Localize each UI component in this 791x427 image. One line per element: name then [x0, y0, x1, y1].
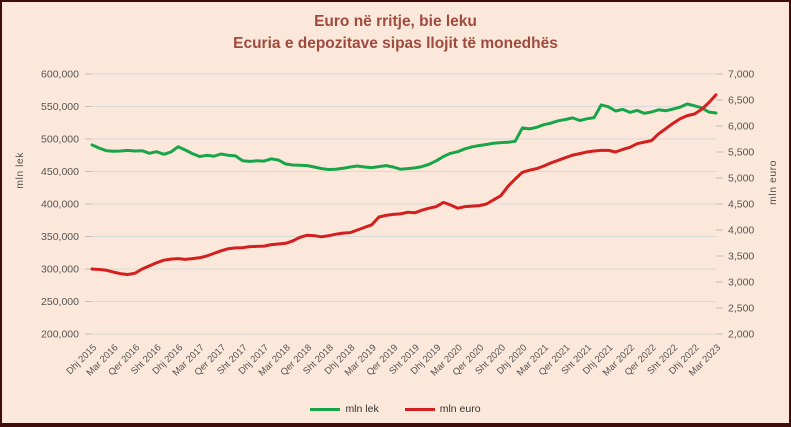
right-axis-tick-label: 4,000 — [728, 225, 754, 237]
left-axis-tick-label: 350,000 — [41, 231, 79, 243]
left-axis-tick-label: 450,000 — [41, 166, 79, 178]
right-axis-tick-label: 5,000 — [728, 173, 754, 185]
chart-title-block: Euro në rritje, bie leku Ecuria e depozi… — [2, 11, 789, 55]
right-axis-tick-label: 2,000 — [728, 329, 754, 341]
series-line-mln-euro — [90, 93, 718, 276]
euro-line-swatch-icon — [404, 407, 435, 411]
left-axis-tick-label: 500,000 — [41, 134, 79, 146]
right-axis-tick-label: 2,500 — [728, 303, 754, 315]
chart-title: Euro në rritje, bie leku — [314, 13, 477, 30]
left-axis-tick-label: 200,000 — [41, 329, 79, 341]
legend: mln lek mln euro — [2, 403, 789, 415]
right-axis-tick-label: 5,500 — [728, 147, 754, 159]
lek-line-swatch-icon — [310, 407, 341, 411]
legend-label-mln-lek: mln lek — [345, 403, 379, 415]
right-axis-tick-label: 6,000 — [728, 121, 754, 133]
chart-subtitle: Ecuria e depozitave sipas llojit të mone… — [233, 35, 558, 52]
plot-area: 600,000 550,000 500,000 450,000 400,000 350,0… — [41, 69, 754, 379]
left-axis-tick-label: 300,000 — [41, 264, 79, 276]
left-axis-tick-label: 400,000 — [41, 199, 79, 211]
legend-item-mln-lek: mln lek — [310, 403, 379, 415]
right-axis-tick-label: 7,000 — [728, 69, 754, 81]
left-axis-tick-label: 550,000 — [41, 101, 79, 113]
right-axis-tick-label: 4,500 — [728, 199, 754, 211]
right-axis-tick-label: 6,500 — [728, 95, 754, 107]
legend-item-mln-euro: mln euro — [404, 403, 481, 415]
series-line-mln-lek — [90, 102, 718, 171]
left-axis-tick-label: 250,000 — [41, 296, 79, 308]
left-axis-tick-label: 600,000 — [41, 69, 79, 81]
right-axis-tick-label: 3,000 — [728, 277, 754, 289]
right-axis-tick-label: 3,500 — [728, 251, 754, 263]
legend-label-mln-euro: mln euro — [439, 403, 481, 415]
